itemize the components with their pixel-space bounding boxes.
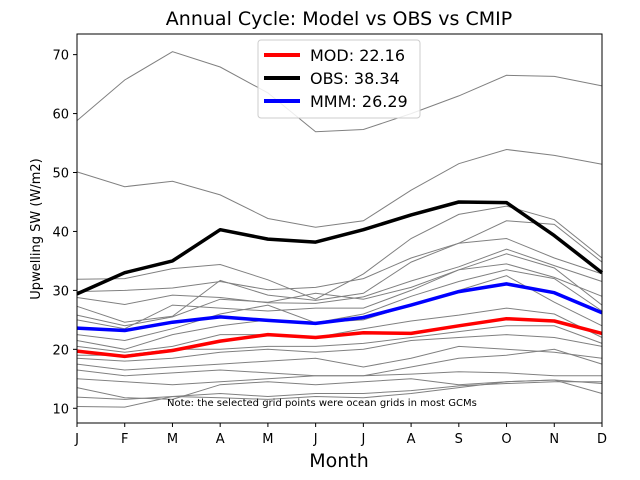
cmip-model-line-7 — [76, 253, 603, 327]
cmip-model-line-1 — [76, 51, 603, 133]
x-tick-label: O — [501, 432, 511, 447]
y-tick-label: 10 — [52, 402, 69, 417]
x-tick-label: N — [549, 432, 559, 447]
y-tick-label: 40 — [52, 225, 69, 240]
legend-box — [257, 39, 421, 119]
x-tick-label: M — [167, 432, 178, 447]
y-tick-label: 30 — [52, 284, 69, 299]
y-tick-label: 50 — [52, 167, 69, 182]
x-axis-label: Month — [309, 450, 369, 472]
legend: MOD: 22.16 OBS: 38.34 MMM: 26.29 — [257, 39, 421, 119]
legend-label-mod: MOD: 22.16 — [310, 46, 405, 65]
series-line-mmm — [76, 282, 603, 333]
series-line-mod — [76, 316, 603, 359]
x-tick-label: J — [74, 432, 79, 447]
plot-frame — [76, 33, 603, 424]
y-tick-label: 20 — [52, 343, 69, 358]
cmip-model-line-6 — [76, 220, 603, 323]
y-tick-label: 70 — [52, 49, 69, 64]
cmip-model-line-13 — [76, 334, 603, 362]
cmip-model-line-19 — [76, 381, 602, 408]
cmip-model-line-4 — [76, 237, 603, 293]
legend-label-mmm: MMM: 26.29 — [310, 92, 408, 111]
main-series-lines — [76, 200, 604, 359]
cmip-model-line-2 — [76, 148, 603, 228]
x-tick-label: A — [216, 432, 225, 447]
x-tick-label: M — [262, 432, 273, 447]
y-axis-label: Upwelling SW (W/m2) — [29, 158, 44, 299]
cmip-model-line-8 — [76, 263, 603, 330]
y-axis-ticks: 10 20 30 40 50 60 70 — [52, 49, 77, 417]
y-tick-label: 60 — [52, 108, 69, 123]
cmip-model-line-16 — [76, 371, 602, 386]
x-tick-label: D — [597, 432, 607, 447]
cmip-model-line-9 — [76, 269, 603, 342]
cmip-model-line-18 — [76, 379, 603, 400]
x-tick-label: A — [407, 432, 416, 447]
x-tick-label: S — [455, 432, 463, 447]
cmip-model-line-14 — [76, 345, 603, 371]
chart-annotation: Note: the selected grid points were ocea… — [167, 398, 477, 409]
chart-title: Annual Cycle: Model vs OBS vs CMIP — [166, 8, 512, 30]
x-tick-label: J — [360, 432, 365, 447]
cmip-model-line-11 — [76, 307, 603, 353]
series-line-obs — [76, 200, 604, 296]
cmip-model-line-5 — [76, 248, 603, 306]
x-tick-label: F — [121, 432, 128, 447]
legend-label-obs: OBS: 38.34 — [310, 69, 400, 88]
x-tick-label: J — [313, 432, 318, 447]
